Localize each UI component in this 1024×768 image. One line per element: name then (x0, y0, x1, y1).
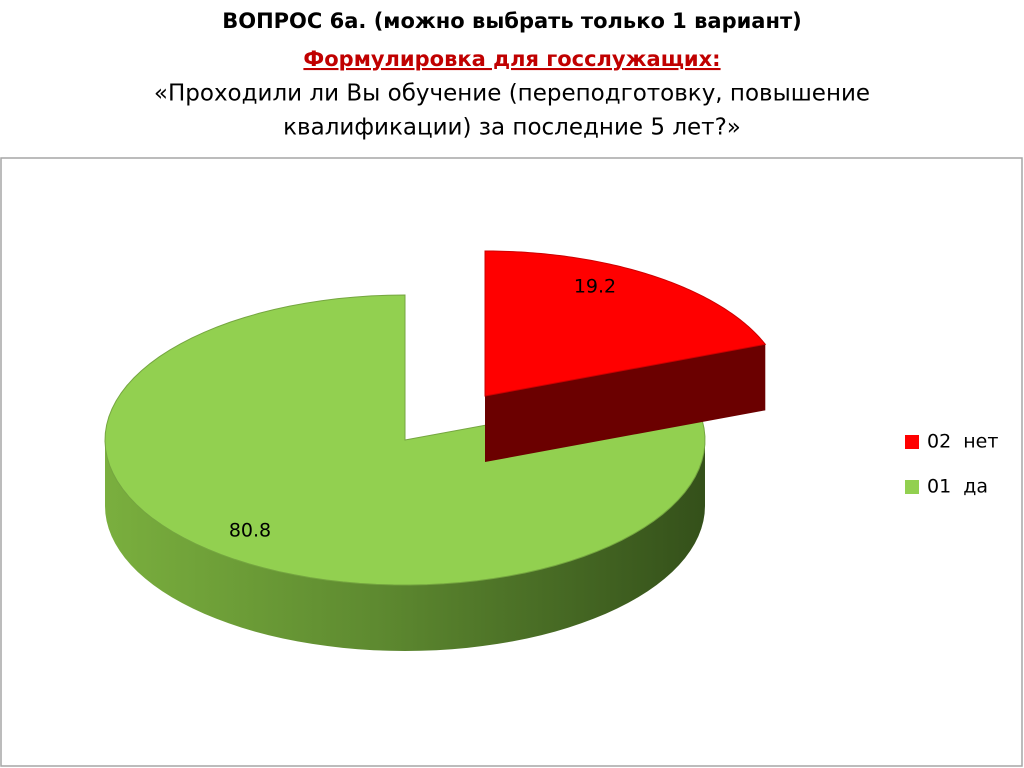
question-line: квалификации) за последние 5 лет?» (283, 115, 741, 141)
slice-top (104, 294, 706, 586)
subtitle: Формулировка для госслужащих: (303, 47, 720, 71)
slice-top (484, 250, 767, 397)
data-label: 80.8 (229, 520, 271, 542)
data-label: 19.2 (574, 276, 616, 298)
chart-frame (0, 157, 1023, 767)
title: ВОПРОС 6а. (можно выбрать только 1 вариа… (222, 9, 802, 33)
slice-side (105, 440, 705, 651)
question-line: «Проходили ли Вы обучение (переподготовк… (154, 81, 870, 107)
legend-label: 02 нет (927, 431, 998, 453)
slice-cut-face (485, 344, 766, 462)
legend-swatch (905, 435, 919, 449)
legend-label: 01 да (927, 476, 988, 498)
legend-swatch (905, 480, 919, 494)
